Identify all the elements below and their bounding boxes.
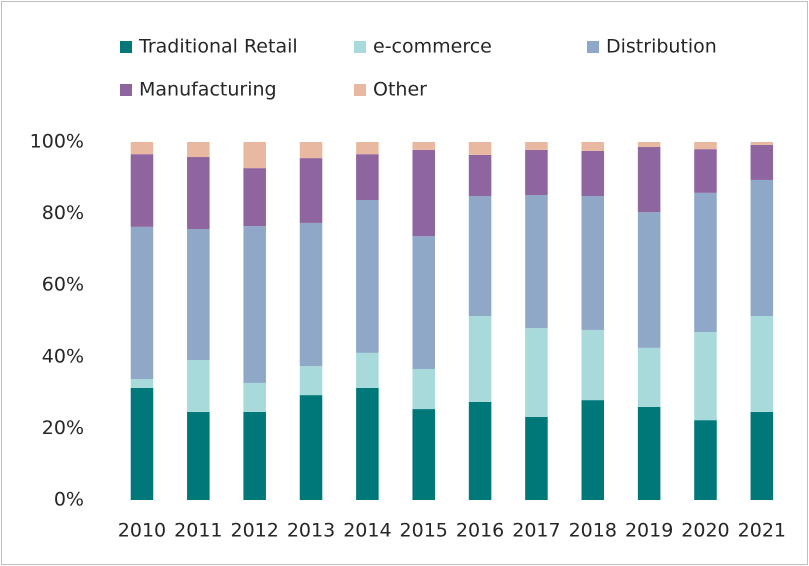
bar-segment — [468, 315, 492, 402]
legend-swatch — [120, 41, 132, 53]
bar-segment — [299, 142, 323, 159]
bar-segment — [694, 332, 717, 421]
bar-segment — [637, 142, 661, 148]
bar-segment — [581, 329, 605, 401]
bar-segment — [750, 142, 774, 145]
x-tick-label: 2015 — [400, 520, 448, 542]
bar-segment — [187, 411, 210, 500]
bar-segment — [356, 154, 379, 200]
bar-segment — [694, 149, 717, 193]
x-tick-label: 2017 — [512, 520, 560, 542]
legend-label: Distribution — [606, 36, 717, 58]
legend-label: e-commerce — [373, 36, 492, 58]
bar-segment — [299, 222, 323, 367]
bar-segment — [130, 142, 154, 155]
bar-segment — [637, 347, 661, 407]
bar-segment — [637, 212, 661, 348]
bar-segment — [187, 228, 210, 361]
bar-segment — [525, 149, 548, 195]
bar-segment — [412, 409, 435, 500]
bar-segment — [525, 328, 548, 417]
bar-segment — [637, 406, 661, 500]
x-tick-label: 2012 — [230, 520, 278, 542]
bar-segment — [581, 196, 605, 330]
legend-swatch — [354, 41, 366, 53]
y-tick-label: 80% — [42, 202, 84, 224]
bar-segment — [525, 142, 548, 150]
y-tick-label: 40% — [42, 345, 84, 367]
bar-segment — [187, 142, 210, 158]
bar-segment — [356, 142, 379, 155]
legend-swatch — [354, 84, 366, 96]
bar-segment — [468, 154, 492, 197]
y-tick-label: 0% — [54, 489, 84, 511]
x-tick-label: 2018 — [569, 520, 617, 542]
x-tick-label: 2016 — [456, 520, 504, 542]
bar-segment — [412, 142, 435, 150]
bar-segment — [750, 315, 774, 412]
legend-swatch — [120, 84, 132, 96]
bar-segment — [299, 366, 323, 396]
bar-segment — [581, 150, 605, 197]
bar-segment — [356, 387, 379, 500]
bar-segment — [581, 400, 605, 500]
bar-segment — [581, 142, 605, 151]
x-tick-label: 2011 — [174, 520, 222, 542]
bar-segment — [468, 401, 492, 500]
bar-segment — [299, 158, 323, 223]
x-tick-label: 2010 — [118, 520, 166, 542]
x-tick-label: 2021 — [738, 520, 786, 542]
bar-segment — [356, 352, 379, 388]
legend-label: Other — [373, 79, 427, 101]
bar-segment — [243, 411, 266, 500]
legend-label: Traditional Retail — [138, 36, 298, 58]
bar-segment — [243, 382, 266, 412]
bar-segment — [412, 368, 435, 410]
bar-segment — [694, 142, 717, 150]
bar-segment — [412, 236, 435, 369]
bar-segment — [468, 196, 492, 316]
x-tick-label: 2014 — [343, 520, 391, 542]
x-tick-label: 2020 — [681, 520, 729, 542]
bar-segment — [525, 194, 548, 329]
bar-segment — [187, 360, 210, 412]
bar-segment — [694, 192, 717, 333]
bar-segment — [243, 226, 266, 383]
bar-segment — [412, 149, 435, 237]
bar-segment — [187, 157, 210, 229]
bar-segment — [637, 147, 661, 213]
bar-segment — [750, 144, 774, 180]
bar-segment — [750, 179, 774, 316]
x-tick-label: 2013 — [287, 520, 335, 542]
bar-segment — [130, 154, 154, 227]
bar-segment — [356, 199, 379, 353]
bar-segment — [750, 411, 774, 500]
y-tick-label: 100% — [30, 131, 84, 153]
bar-segment — [694, 420, 717, 500]
y-tick-label: 20% — [42, 417, 84, 439]
bar-segment — [130, 387, 154, 500]
bar-segment — [243, 142, 266, 169]
legend-label: Manufacturing — [139, 79, 277, 101]
y-tick-label: 60% — [42, 274, 84, 296]
bar-segment — [130, 226, 154, 379]
bar-segment — [468, 142, 492, 155]
bar-segment — [299, 395, 323, 500]
legend-swatch — [587, 41, 599, 53]
bar-segment — [525, 416, 548, 500]
bar-segment — [243, 168, 266, 227]
x-tick-label: 2019 — [625, 520, 673, 542]
bar-segment — [130, 378, 154, 388]
